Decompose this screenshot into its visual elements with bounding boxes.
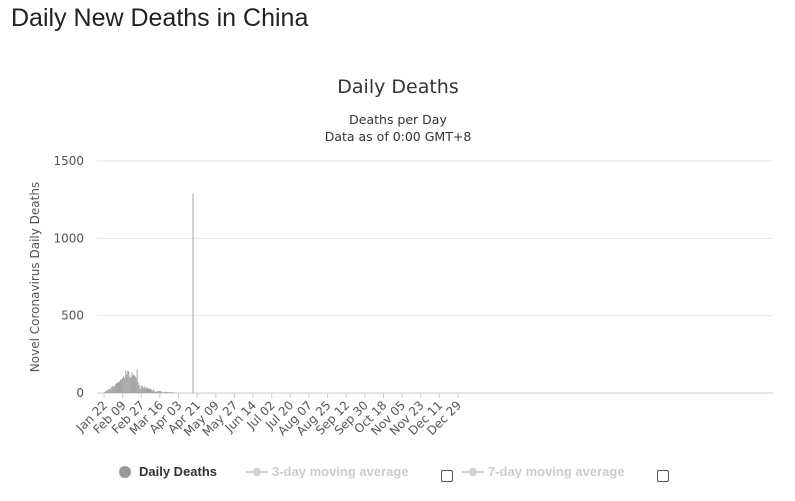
bar-daily-deaths <box>172 392 174 393</box>
bar-daily-deaths <box>140 386 142 393</box>
bar-daily-deaths <box>148 388 149 393</box>
bar-daily-deaths <box>141 385 143 393</box>
bar-daily-deaths <box>143 386 145 393</box>
bar-daily-deaths <box>123 376 125 393</box>
bar-daily-deaths <box>132 375 134 393</box>
bar-daily-deaths <box>107 389 109 393</box>
bar-daily-deaths <box>144 388 146 393</box>
y-tick-label: 500 <box>61 309 84 323</box>
bar-daily-deaths <box>131 371 133 393</box>
bar-daily-deaths <box>192 193 194 393</box>
bar-daily-deaths <box>165 391 167 393</box>
bar-daily-deaths <box>118 381 119 393</box>
y-axis-ticks: 0 500 1000 1500 <box>53 154 84 400</box>
bar-daily-deaths <box>112 385 114 393</box>
legend-line-marker-icon <box>462 466 484 478</box>
bar-daily-deaths <box>159 390 161 393</box>
y-tick-label: 1500 <box>53 154 84 168</box>
bar-daily-deaths <box>157 391 159 393</box>
legend-label-3-day-average: 3-day moving average <box>272 464 409 479</box>
chart-subtitle-date: Data as of 0:00 GMT+8 <box>325 129 472 144</box>
bar-daily-deaths <box>137 382 139 393</box>
bar-daily-deaths <box>155 391 157 393</box>
legend-marker-dot-icon <box>119 465 131 478</box>
legend-label-7-day-average: 7-day moving average <box>488 464 625 479</box>
legend-label-daily-deaths: Daily Deaths <box>139 464 218 479</box>
chart-title: Daily Deaths <box>337 76 458 98</box>
bar-daily-deaths <box>164 392 166 393</box>
bar-daily-deaths <box>134 376 136 393</box>
bar-daily-deaths <box>121 379 123 393</box>
bar-series-daily-deaths <box>103 193 194 393</box>
bar-daily-deaths <box>167 392 169 393</box>
bar-daily-deaths <box>169 392 171 393</box>
legend-item-3-day-average[interactable]: 3-day moving average <box>246 464 409 479</box>
checkbox-3-day-average[interactable] <box>441 470 453 482</box>
bar-daily-deaths <box>133 374 135 393</box>
bar-daily-deaths <box>145 387 147 393</box>
bar-daily-deaths <box>156 390 158 393</box>
chart-legend: Daily Deaths 3-day moving average 7-day … <box>0 464 795 488</box>
bar-daily-deaths <box>120 379 122 393</box>
bar-daily-deaths <box>171 392 173 393</box>
bar-daily-deaths <box>135 377 137 393</box>
bar-daily-deaths <box>115 383 117 393</box>
bar-daily-deaths <box>127 370 129 393</box>
bar-daily-deaths <box>110 387 112 393</box>
bar-daily-deaths <box>154 391 156 393</box>
bar-daily-deaths <box>119 381 120 393</box>
bar-daily-deaths <box>147 388 148 393</box>
bar-daily-deaths <box>129 376 131 393</box>
chart-subtitle: Deaths per Day <box>349 112 447 127</box>
bar-daily-deaths <box>108 388 110 393</box>
bar-daily-deaths <box>161 391 163 393</box>
page-title: Daily New Deaths in China <box>11 4 309 32</box>
bar-daily-deaths <box>149 388 150 393</box>
bar-daily-deaths <box>114 384 116 393</box>
bar-daily-deaths <box>109 388 111 393</box>
gridlines <box>97 160 773 394</box>
bar-daily-deaths <box>150 388 152 393</box>
daily-deaths-chart: Daily Deaths Deaths per Day Data as of 0… <box>28 76 773 439</box>
y-tick-label: 1000 <box>53 231 84 245</box>
bar-daily-deaths <box>168 392 170 393</box>
bar-daily-deaths <box>104 391 106 393</box>
bar-daily-deaths <box>125 370 127 393</box>
bar-daily-deaths <box>153 389 155 393</box>
bar-daily-deaths <box>163 391 165 393</box>
bar-daily-deaths <box>139 388 141 393</box>
y-axis-label: Novel Coronavirus Daily Deaths <box>28 182 42 372</box>
bar-daily-deaths <box>138 384 140 393</box>
bar-daily-deaths <box>124 377 126 393</box>
y-tick-label: 0 <box>76 386 84 400</box>
legend-item-daily-deaths[interactable]: Daily Deaths <box>119 464 217 479</box>
bar-daily-deaths <box>126 374 128 393</box>
bar-daily-deaths <box>160 391 162 393</box>
legend-item-7-day-average[interactable]: 7-day moving average <box>462 464 625 479</box>
bar-daily-deaths <box>105 390 107 393</box>
bar-daily-deaths <box>136 369 138 393</box>
bar-daily-deaths <box>113 386 115 393</box>
bar-daily-deaths <box>152 390 154 393</box>
checkbox-7-day-average[interactable] <box>657 470 669 482</box>
legend-line-marker-icon <box>246 466 268 478</box>
bar-daily-deaths <box>117 382 118 393</box>
bar-daily-deaths <box>111 386 113 393</box>
bar-daily-deaths <box>130 377 132 393</box>
bar-daily-deaths <box>166 391 168 393</box>
bar-daily-deaths <box>158 390 160 393</box>
bar-daily-deaths <box>122 377 124 393</box>
bar-daily-deaths <box>142 387 144 393</box>
bar-daily-deaths <box>128 371 130 393</box>
bar-daily-deaths <box>106 390 108 393</box>
bar-daily-deaths <box>151 389 153 393</box>
